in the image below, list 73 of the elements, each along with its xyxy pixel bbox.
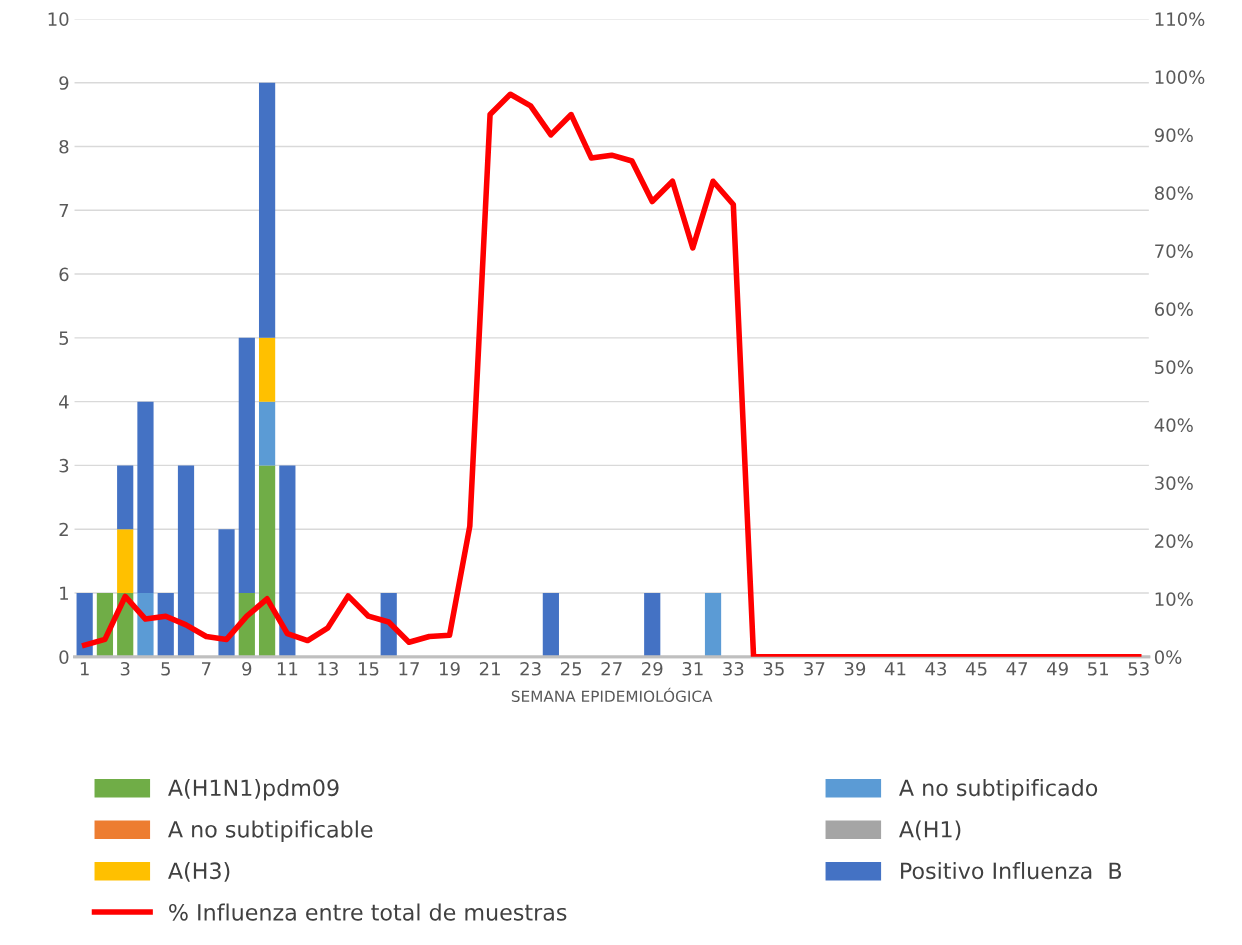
x-tick-label: 9 bbox=[242, 661, 252, 676]
x-tick-label: 23 bbox=[520, 661, 541, 676]
bar bbox=[644, 592, 661, 657]
x-tick-label: 21 bbox=[479, 661, 500, 676]
x-tick-label: 5 bbox=[161, 662, 170, 676]
x-tick-label: 1 bbox=[80, 662, 89, 676]
y2-tick-label: 60% bbox=[1154, 302, 1193, 316]
bar bbox=[117, 529, 134, 593]
bar bbox=[258, 465, 276, 657]
x-tick-label: 47 bbox=[1006, 662, 1028, 676]
x-tick-label: 39 bbox=[844, 661, 866, 676]
y2-tick-label: 70% bbox=[1155, 244, 1193, 258]
bar bbox=[238, 337, 255, 593]
y2-tick-label: 30% bbox=[1155, 476, 1193, 490]
x-tick-label: 7 bbox=[202, 662, 211, 676]
x-tick-label: 43 bbox=[925, 661, 947, 676]
y2-tick-label: 40% bbox=[1154, 418, 1193, 432]
y-tick-label: 0 bbox=[59, 650, 69, 664]
x-tick-label: 3 bbox=[120, 661, 130, 676]
x-axis-title: SEMANA EPIDEMIOLÓGICA bbox=[511, 687, 713, 703]
x-tick-label: 51 bbox=[1088, 662, 1108, 676]
x-tick-label: 35 bbox=[763, 661, 784, 676]
y-tick-label: 2 bbox=[59, 522, 68, 537]
bar bbox=[279, 465, 296, 657]
y-tick-label: 8 bbox=[59, 139, 69, 154]
y-tick-label: 1 bbox=[60, 586, 68, 600]
y2-tick-label: 0% bbox=[1154, 650, 1182, 664]
y2-tick-label: 10% bbox=[1155, 592, 1193, 606]
x-tick-label: 41 bbox=[884, 662, 906, 676]
y2-tick-label: 80% bbox=[1154, 186, 1193, 200]
legend-label: % Influenza entre total de muestras bbox=[169, 903, 567, 921]
x-tick-label: 49 bbox=[1047, 661, 1068, 676]
y-tick-label: 9 bbox=[59, 76, 69, 90]
legend-label: A no subtipificable bbox=[168, 820, 373, 842]
y2-tick-label: 90% bbox=[1154, 128, 1193, 142]
x-tick-label: 11 bbox=[277, 662, 298, 676]
y2-tick-label: 100% bbox=[1155, 70, 1205, 85]
legend-label: A(H1) bbox=[899, 820, 961, 841]
bar bbox=[218, 529, 235, 657]
bar bbox=[76, 592, 93, 657]
bar bbox=[258, 337, 276, 402]
x-tick-label: 53 bbox=[1128, 661, 1149, 676]
x-tick-label: 45 bbox=[965, 662, 987, 676]
y2-tick-label: 50% bbox=[1155, 360, 1193, 374]
x-tick-label: 29 bbox=[642, 661, 663, 676]
y2-tick-label: 110% bbox=[1155, 12, 1205, 27]
x-tick-label: 37 bbox=[804, 661, 825, 676]
y-tick-label: 4 bbox=[59, 395, 69, 409]
bar bbox=[258, 401, 276, 466]
x-tick-label: 31 bbox=[682, 661, 703, 676]
bar bbox=[542, 592, 559, 657]
x-tick-label: 19 bbox=[440, 661, 460, 676]
legend-label: A(H1N1)pdm09 bbox=[168, 778, 339, 801]
y-tick-label: 7 bbox=[59, 203, 69, 218]
x-tick-label: 15 bbox=[358, 662, 379, 676]
bar bbox=[704, 592, 722, 657]
y-tick-label: 10 bbox=[48, 12, 69, 27]
x-tick-label: 27 bbox=[601, 661, 622, 676]
bar bbox=[117, 465, 134, 530]
bar bbox=[177, 465, 195, 657]
x-tick-label: 33 bbox=[723, 661, 744, 676]
x-tick-label: 17 bbox=[399, 662, 419, 676]
x-tick-label: 25 bbox=[560, 661, 582, 676]
y2-tick-label: 20% bbox=[1155, 534, 1193, 548]
y-tick-label: 3 bbox=[59, 458, 69, 473]
legend-label: A no subtipificado bbox=[899, 778, 1098, 801]
legend-label: A(H3) bbox=[168, 862, 230, 882]
y-tick-label: 5 bbox=[59, 331, 69, 345]
bar bbox=[137, 401, 154, 593]
legend-label: Positivo Influenza B bbox=[901, 861, 1122, 880]
bar bbox=[258, 82, 276, 338]
x-tick-label: 13 bbox=[318, 661, 338, 676]
y-tick-label: 6 bbox=[59, 267, 69, 282]
